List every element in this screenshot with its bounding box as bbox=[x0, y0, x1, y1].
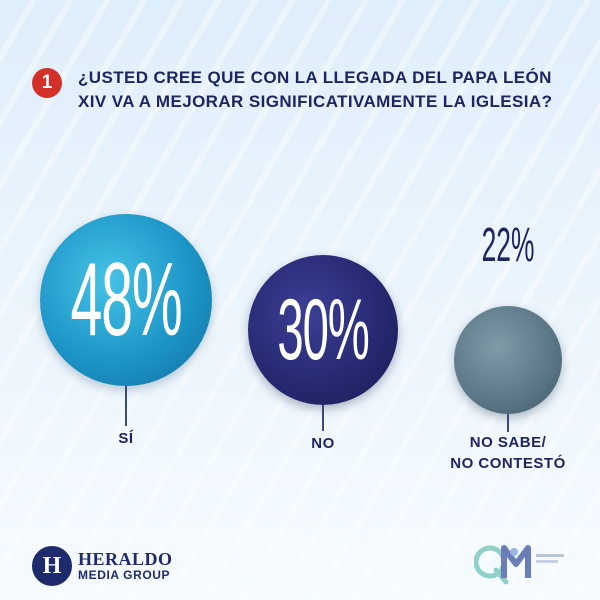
bubble-no: 30% bbox=[248, 255, 398, 405]
label-no-sabe: NO SABE/ NO CONTESTÓ bbox=[438, 432, 578, 474]
bubble-no-sabe bbox=[454, 306, 562, 414]
question-header: 1 ¿USTED CREE QUE CON LA LLEGADA DEL PAP… bbox=[32, 66, 572, 126]
stem-no bbox=[322, 405, 324, 431]
heraldo-brand: HERALDO MEDIA GROUP bbox=[78, 550, 173, 582]
value-label-no: 30% bbox=[277, 281, 369, 378]
value-label-si: 48% bbox=[70, 241, 182, 358]
label-no-sabe-line2: NO CONTESTÓ bbox=[450, 455, 566, 472]
question-number-badge: 1 bbox=[32, 68, 62, 98]
label-si: SÍ bbox=[118, 430, 134, 447]
label-no: NO bbox=[311, 435, 335, 452]
heraldo-logo: H HERALDO MEDIA GROUP bbox=[32, 546, 173, 586]
stem-si bbox=[125, 386, 127, 426]
question-text: ¿USTED CREE QUE CON LA LLEGADA DEL PAPA … bbox=[78, 68, 553, 111]
brand-top-text: HERALDO bbox=[78, 549, 173, 569]
label-no-sabe-line1: NO SABE/ bbox=[469, 434, 547, 451]
brand-bottom-text: MEDIA GROUP bbox=[78, 568, 171, 582]
heraldo-h-icon: H bbox=[32, 546, 72, 586]
qm-logo-icon bbox=[474, 545, 564, 585]
bubble-si: 48% bbox=[40, 214, 212, 386]
value-label-ns: 22% bbox=[481, 219, 535, 272]
stem-ns bbox=[507, 414, 509, 432]
